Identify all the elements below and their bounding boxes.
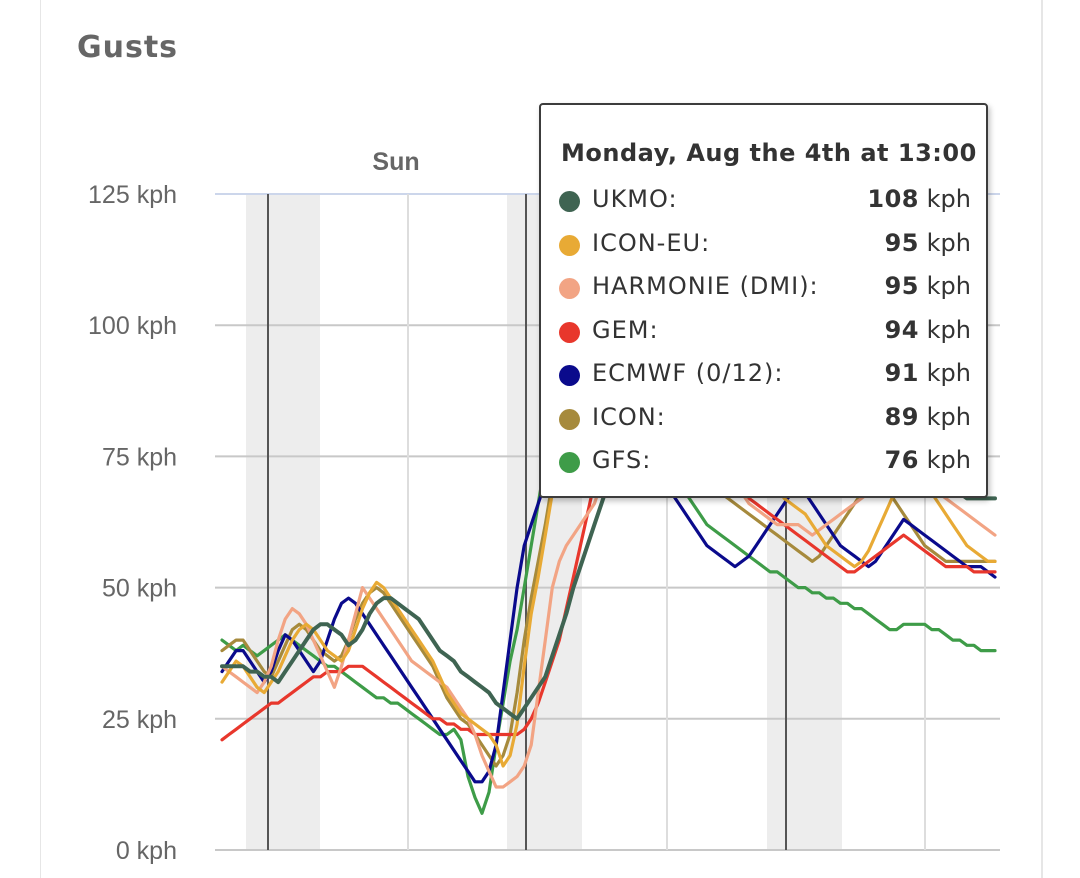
tooltip-row: ECMWF (0/12): 91 kph [559, 357, 971, 393]
series-color-dot [559, 234, 580, 256]
tooltip-series-name: ECMWF (0/12): [592, 359, 784, 387]
card-title: Gusts [77, 30, 179, 65]
tooltip-unit: kph [926, 272, 971, 300]
y-tick-label-5: 125 kph [88, 181, 177, 209]
tooltip-unit: kph [926, 446, 971, 474]
tooltip-series-value: 95 [884, 272, 919, 300]
tooltip-series-name: GEM: [592, 315, 659, 344]
tooltip-series-value: 94 [884, 315, 919, 344]
tooltip-row: HARMONIE (DMI): 95 kph [559, 270, 971, 306]
y-tick-label-1: 25 kph [102, 706, 177, 734]
tooltip-series-name: ICON: [592, 402, 666, 431]
y-tick-label-2: 50 kph [102, 575, 177, 603]
tooltip-series-name: HARMONIE (DMI): [592, 272, 819, 300]
tooltip-unit: kph [926, 185, 971, 213]
tooltip-series-value: 108 [867, 185, 919, 213]
tooltip-series-name: GFS: [592, 446, 652, 474]
tooltip-row: UKMO: 108 kph [559, 183, 971, 219]
tooltip-series-name: ICON-EU: [592, 228, 711, 257]
night-band-0 [246, 194, 320, 850]
tooltip-row: ICON-EU: 95 kph [559, 227, 971, 263]
tooltip-series-value: 91 [884, 359, 919, 387]
y-tick-label-4: 100 kph [88, 312, 177, 340]
tooltip-title: Monday, Aug the 4th at 13:00 [561, 139, 977, 167]
series-color-dot [559, 365, 580, 386]
chart-tooltip: Monday, Aug the 4th at 13:00 UKMO: 108 kph… [539, 103, 988, 498]
tooltip-series-value: 95 [884, 228, 919, 257]
tooltip-series-value: 76 [884, 446, 919, 474]
tooltip-row: ICON: 89 kph [559, 401, 971, 437]
tooltip-row: GFS: 76 kph [559, 444, 971, 480]
series-color-dot [559, 278, 580, 299]
series-color-dot [559, 191, 580, 212]
tooltip-series-name: UKMO: [592, 185, 678, 213]
series-color-dot [559, 408, 580, 430]
tooltip-series-value: 89 [884, 402, 919, 431]
y-tick-label-3: 75 kph [102, 443, 177, 471]
tooltip-row: GEM: 94 kph [559, 314, 971, 350]
series-color-dot [559, 452, 580, 473]
y-tick-label-0: 0 kph [116, 837, 177, 865]
tooltip-unit: kph [926, 315, 971, 344]
series-color-dot [559, 321, 580, 343]
day-label-0: Sun [372, 148, 419, 176]
tooltip-unit: kph [926, 359, 971, 387]
tooltip-unit: kph [926, 228, 971, 257]
tooltip-unit: kph [926, 402, 971, 431]
